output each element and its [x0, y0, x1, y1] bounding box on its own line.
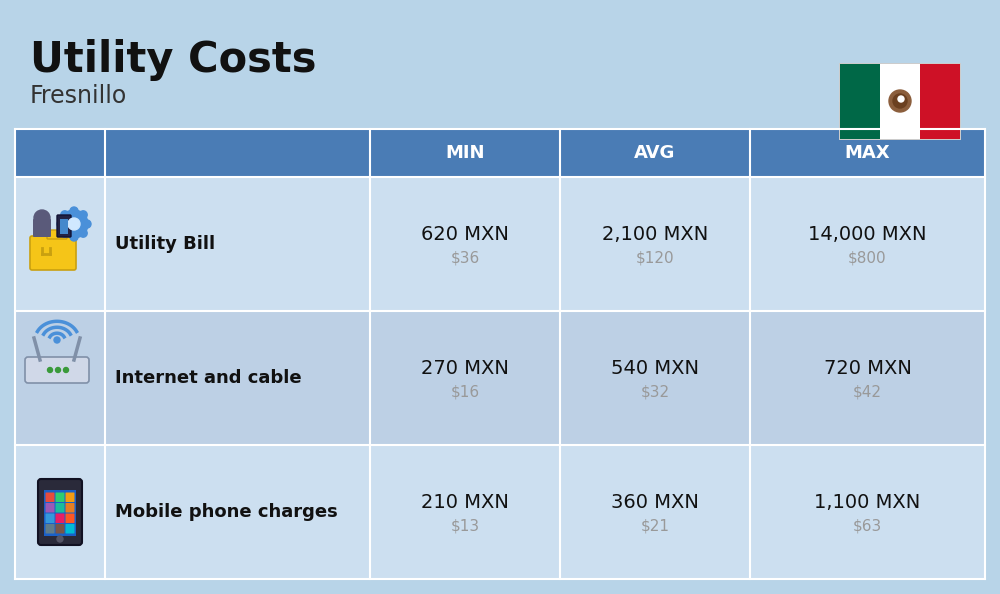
Text: 14,000 MXN: 14,000 MXN	[808, 225, 927, 244]
FancyBboxPatch shape	[56, 492, 64, 502]
Text: MIN: MIN	[445, 144, 485, 162]
FancyBboxPatch shape	[38, 479, 82, 545]
Circle shape	[70, 233, 78, 241]
FancyBboxPatch shape	[66, 503, 74, 513]
Circle shape	[889, 90, 911, 112]
FancyBboxPatch shape	[60, 219, 68, 234]
Text: $800: $800	[848, 251, 887, 266]
FancyBboxPatch shape	[66, 524, 74, 533]
FancyBboxPatch shape	[25, 357, 89, 383]
Circle shape	[70, 207, 78, 215]
Text: Utility Bill: Utility Bill	[115, 235, 215, 253]
FancyBboxPatch shape	[66, 513, 74, 523]
FancyBboxPatch shape	[56, 524, 64, 533]
Text: $21: $21	[640, 519, 670, 533]
Circle shape	[79, 229, 87, 237]
FancyBboxPatch shape	[30, 236, 76, 270]
Circle shape	[60, 210, 88, 238]
FancyBboxPatch shape	[33, 219, 51, 237]
Text: Utility Costs: Utility Costs	[30, 39, 316, 81]
FancyBboxPatch shape	[46, 524, 54, 533]
Circle shape	[68, 218, 80, 230]
Text: 720 MXN: 720 MXN	[824, 359, 911, 378]
FancyBboxPatch shape	[46, 503, 54, 513]
Bar	[839, 63, 961, 140]
Circle shape	[898, 96, 904, 102]
Text: 360 MXN: 360 MXN	[611, 492, 699, 511]
Text: $120: $120	[636, 251, 674, 266]
Bar	[15, 129, 985, 177]
Circle shape	[64, 368, 68, 372]
Text: 1,100 MXN: 1,100 MXN	[814, 492, 921, 511]
Text: MAX: MAX	[845, 144, 890, 162]
Circle shape	[893, 94, 907, 108]
Bar	[920, 64, 960, 139]
Text: Internet and cable: Internet and cable	[115, 369, 302, 387]
Text: 540 MXN: 540 MXN	[611, 359, 699, 378]
Circle shape	[56, 368, 60, 372]
Text: AVG: AVG	[634, 144, 676, 162]
FancyBboxPatch shape	[66, 492, 74, 502]
Bar	[44, 490, 76, 536]
FancyBboxPatch shape	[57, 215, 71, 237]
Circle shape	[48, 368, 52, 372]
Bar	[840, 64, 880, 139]
FancyBboxPatch shape	[46, 513, 54, 523]
Circle shape	[83, 220, 91, 228]
Text: 210 MXN: 210 MXN	[421, 492, 509, 511]
Text: $16: $16	[450, 384, 480, 400]
Text: 270 MXN: 270 MXN	[421, 359, 509, 378]
Bar	[15, 129, 370, 177]
Circle shape	[54, 337, 60, 343]
FancyBboxPatch shape	[46, 492, 54, 502]
Circle shape	[61, 211, 69, 219]
Circle shape	[57, 220, 65, 228]
Text: $63: $63	[853, 519, 882, 533]
Text: $32: $32	[640, 384, 670, 400]
FancyBboxPatch shape	[47, 230, 67, 239]
Text: $42: $42	[853, 384, 882, 400]
Circle shape	[79, 211, 87, 219]
Text: 2,100 MXN: 2,100 MXN	[602, 225, 708, 244]
FancyBboxPatch shape	[56, 503, 64, 513]
FancyBboxPatch shape	[56, 513, 64, 523]
Bar	[15, 445, 985, 579]
Bar	[15, 177, 985, 311]
Text: 620 MXN: 620 MXN	[421, 225, 509, 244]
Bar	[15, 311, 985, 445]
Bar	[880, 64, 920, 139]
Text: $13: $13	[450, 519, 480, 533]
Text: Fresnillo: Fresnillo	[30, 84, 127, 108]
Circle shape	[34, 210, 50, 226]
Text: $36: $36	[450, 251, 480, 266]
Circle shape	[61, 229, 69, 237]
Circle shape	[57, 536, 63, 542]
Text: Mobile phone charges: Mobile phone charges	[115, 503, 338, 521]
